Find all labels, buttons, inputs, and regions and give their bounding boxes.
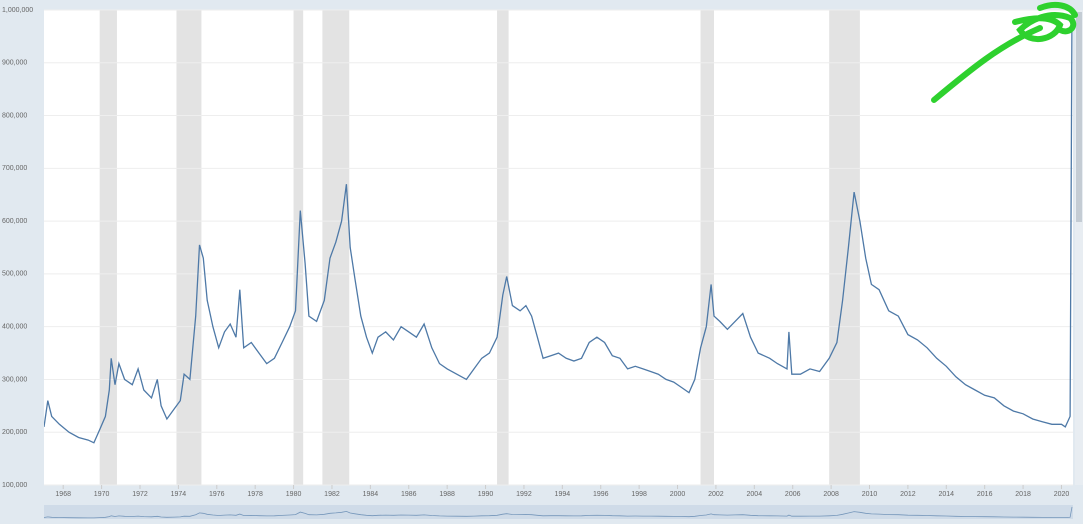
navigator-line xyxy=(43,506,1073,519)
scrollbar-thumb[interactable] xyxy=(1076,12,1082,222)
recession-band xyxy=(176,10,202,485)
x-tick-label: 1988 xyxy=(439,491,455,498)
y-tick-label: 800,000 xyxy=(2,112,27,119)
x-tick-label: 1990 xyxy=(478,491,494,498)
y-tick-label: 400,000 xyxy=(2,324,27,331)
x-tick-label: 1972 xyxy=(132,491,148,498)
x-tick-label: 2004 xyxy=(747,491,763,498)
x-tick-label: 1984 xyxy=(363,491,379,498)
x-tick-label: 1992 xyxy=(516,491,532,498)
recession-band xyxy=(700,10,715,485)
x-tick-label: 2016 xyxy=(977,491,993,498)
y-tick-label: 100,000 xyxy=(2,482,27,489)
x-tick-label: 1980 xyxy=(286,491,302,498)
y-tick-label: 200,000 xyxy=(2,429,27,436)
x-tick-label: 1976 xyxy=(209,491,225,498)
x-tick-label: 1968 xyxy=(55,491,71,498)
hand-drawn-arrow xyxy=(931,1,1078,103)
x-tick-label: 1974 xyxy=(171,491,187,498)
x-tick-label: 2002 xyxy=(708,491,724,498)
x-tick-label: 2014 xyxy=(939,491,955,498)
series-line xyxy=(44,10,1073,444)
scrollbar[interactable] xyxy=(1075,10,1083,485)
y-tick-label: 1,000,000 xyxy=(2,7,33,14)
x-tick-label: 1978 xyxy=(247,491,263,498)
y-tick-label: 900,000 xyxy=(2,60,27,67)
recession-band xyxy=(497,10,509,485)
x-tick-label: 1998 xyxy=(631,491,647,498)
x-tick-label: 1996 xyxy=(593,491,609,498)
y-tick-label: 600,000 xyxy=(2,218,27,225)
x-tick-label: 2000 xyxy=(670,491,686,498)
y-tick-label: 300,000 xyxy=(2,376,27,383)
recession-band xyxy=(322,10,350,485)
plot-area xyxy=(44,10,1073,485)
recession-band xyxy=(99,10,117,485)
x-tick-label: 2006 xyxy=(785,491,801,498)
x-tick-label: 1986 xyxy=(401,491,417,498)
x-tick-label: 2020 xyxy=(1054,491,1070,498)
navigator[interactable] xyxy=(44,505,1073,519)
x-tick-label: 2012 xyxy=(900,491,916,498)
x-tick-label: 1970 xyxy=(94,491,110,498)
x-tick-label: 1994 xyxy=(555,491,571,498)
recession-band xyxy=(829,10,860,485)
y-tick-label: 700,000 xyxy=(2,165,27,172)
x-tick-label: 2008 xyxy=(823,491,839,498)
x-tick-label: 2018 xyxy=(1015,491,1031,498)
y-tick-label: 500,000 xyxy=(2,271,27,278)
x-tick-label: 2010 xyxy=(862,491,878,498)
x-tick-label: 1982 xyxy=(324,491,340,498)
